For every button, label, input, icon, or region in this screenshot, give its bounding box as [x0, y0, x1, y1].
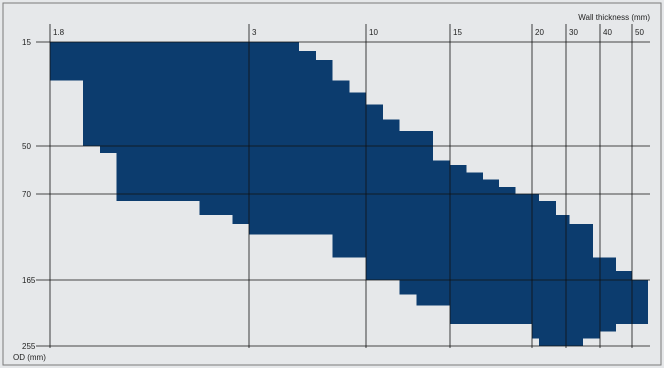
region-cell-27	[532, 324, 616, 332]
y-tick-label-2: 70	[22, 190, 31, 199]
region-cell-4	[83, 80, 333, 146]
x-tick-label-0: 1.8	[53, 28, 65, 37]
region-cell-21	[332, 234, 594, 258]
x-tick-label-4: 20	[535, 28, 544, 37]
region-cell-0	[50, 42, 283, 81]
region-cell-3	[282, 59, 333, 81]
x-tick-label-2: 10	[369, 28, 378, 37]
region-cell-14	[116, 172, 483, 180]
availability-region	[50, 42, 648, 346]
grid	[36, 24, 650, 348]
region-cell-5	[332, 80, 350, 93]
region-cell-1	[282, 42, 300, 51]
region-cell-17	[116, 194, 539, 202]
region-cell-12	[116, 160, 450, 166]
y-tick-label-4: 255	[22, 342, 36, 351]
region-cell-13	[116, 165, 467, 173]
x-tick-label-3: 15	[453, 28, 462, 37]
region-cell-24	[399, 280, 648, 295]
region-cell-2	[282, 50, 316, 60]
x-tick-label-6: 40	[603, 28, 612, 37]
region-cell-16	[116, 186, 516, 194]
region-cell-19	[232, 214, 570, 224]
y-axis-title: OD (mm)	[13, 353, 46, 362]
region-cell-7	[332, 104, 383, 120]
x-tick-label-5: 30	[569, 28, 578, 37]
region-cell-9	[332, 131, 434, 146]
region-cell-29	[538, 338, 583, 346]
region-cell-15	[116, 179, 500, 187]
region-cell-23	[366, 270, 632, 280]
region-cell-11	[116, 153, 434, 161]
region-cell-26	[450, 305, 648, 324]
tick-labels: 1.8 3 10 15 20 30 40 50 15 50 70 165 255	[22, 28, 644, 351]
region-cell-22	[366, 257, 616, 271]
y-tick-label-3: 165	[22, 276, 36, 285]
y-tick-label-1: 50	[22, 142, 31, 151]
x-tick-label-1: 3	[252, 28, 257, 37]
region-cell-10	[99, 146, 434, 154]
region-cell-18	[199, 201, 556, 215]
y-tick-label-0: 15	[22, 38, 31, 47]
x-tick-label-7: 50	[635, 28, 644, 37]
x-axis-title: Wall thickness (mm)	[578, 13, 650, 22]
region-cell-20	[249, 223, 594, 235]
region-cell-6	[332, 92, 366, 105]
